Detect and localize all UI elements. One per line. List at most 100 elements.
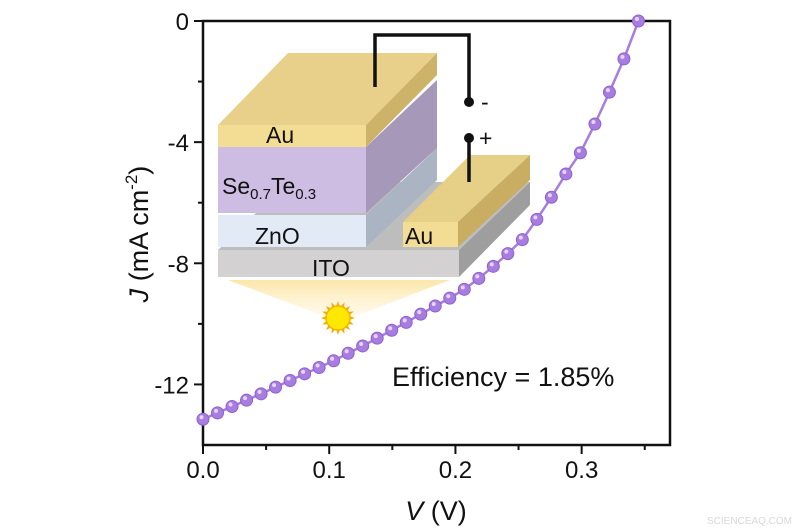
x-axis-label: V (V) [405,496,467,526]
se-side [366,80,437,213]
data-point-highlight [272,383,277,388]
data-point-highlight [431,301,436,306]
terminal-plus-dot [464,133,474,143]
sun-ray [325,324,332,331]
data-point-highlight [199,415,204,420]
data-point [356,339,370,353]
y-tick-label: 0 [176,9,189,36]
data-point [298,367,312,381]
data-point-highlight [286,376,291,381]
data-point [472,271,486,285]
au-pad-side [458,155,530,247]
data-point-highlight [243,396,248,401]
efficiency-annotation: Efficiency = 1.85% [392,362,614,392]
data-point [428,299,442,313]
ito-front [218,250,459,277]
data-point-highlight [446,294,451,299]
y-axis-label: J (mA cm-2) [122,166,154,304]
sun-icon [321,301,355,335]
data-point [385,323,399,337]
data-point-highlight [373,334,378,339]
data-point [544,190,558,204]
data-point [399,315,413,329]
data-point [254,387,268,401]
terminal-plus-label: + [479,125,492,151]
data-point [196,412,210,426]
au-top-top [218,53,437,125]
au-pad-front [403,222,458,247]
data-point-highlight [591,119,596,124]
data-point [443,291,457,305]
se-front [218,147,366,213]
data-point [312,360,326,374]
y-tick-label: -8 [168,251,189,278]
data-point [617,52,631,66]
data-point [225,400,239,414]
data-point-highlight [315,363,320,368]
data-point-highlight [518,235,523,240]
data-point-highlight [504,249,509,254]
data-point [370,331,384,345]
data-point [414,307,428,321]
data-point-highlight [620,54,625,59]
data-point-highlight [214,408,219,413]
data-point-highlight [344,349,349,354]
data-point-highlight [475,274,480,279]
data-point-highlight [359,341,364,346]
terminal-minus-label: - [481,89,489,115]
data-point [559,167,573,181]
y-tick-label: -12 [154,372,189,399]
device-inset: - + Au Se0.7Te0.3 ZnO Au ITO [218,33,530,335]
data-point [341,346,355,360]
layer-label-au-pad: Au [405,223,433,249]
layer-label-ito: ITO [312,255,350,281]
data-point-highlight [257,389,262,394]
data-point-highlight [634,17,639,21]
terminal-minus-dot [464,97,474,107]
layer-label-se-te: Se0.7Te0.3 [222,173,316,203]
data-point [486,259,500,273]
sun-ray [344,305,351,312]
x-tick-label: 0.0 [186,457,219,484]
data-point-highlight [489,262,494,267]
sun-ray [344,324,351,331]
y-tick-label: -4 [168,130,189,157]
data-point-highlight [301,369,306,374]
data-point [588,117,602,131]
data-point-highlight [330,356,335,361]
data-point [530,212,544,226]
data-point-highlight [562,169,567,174]
au-pad-top [403,155,530,222]
series-curve [196,14,645,426]
ito-side [459,182,530,277]
au-top-side [366,53,437,147]
x-tick-label: 0.1 [313,457,346,484]
axes: 0.0 0.1 0.2 0.3 0 -4 -8 -12 [154,9,672,484]
data-point-highlight [417,310,422,315]
au-top-front [218,125,366,147]
data-point [457,282,471,296]
data-point-highlight [388,326,393,331]
light-cone [228,280,450,322]
layer-label-zno: ZnO [255,223,300,249]
data-point-highlight [460,285,465,290]
data-point [240,393,254,407]
data-point [501,247,515,261]
data-point-highlight [605,88,610,93]
watermark: SCIENCEAQ.COM [707,516,792,527]
data-point [515,233,529,247]
data-point [327,354,341,368]
x-tick-label: 0.2 [439,457,472,484]
x-tick-label: 0.3 [565,457,598,484]
data-point [283,373,297,387]
layer-label-au-top: Au [266,122,294,148]
data-point-highlight [576,148,581,153]
data-point [269,380,283,394]
data-point [211,406,225,420]
wire-top [373,33,471,102]
data-point-highlight [533,215,538,220]
data-point-highlight [547,193,552,198]
zno-front [218,215,366,247]
plot-frame [201,19,672,447]
